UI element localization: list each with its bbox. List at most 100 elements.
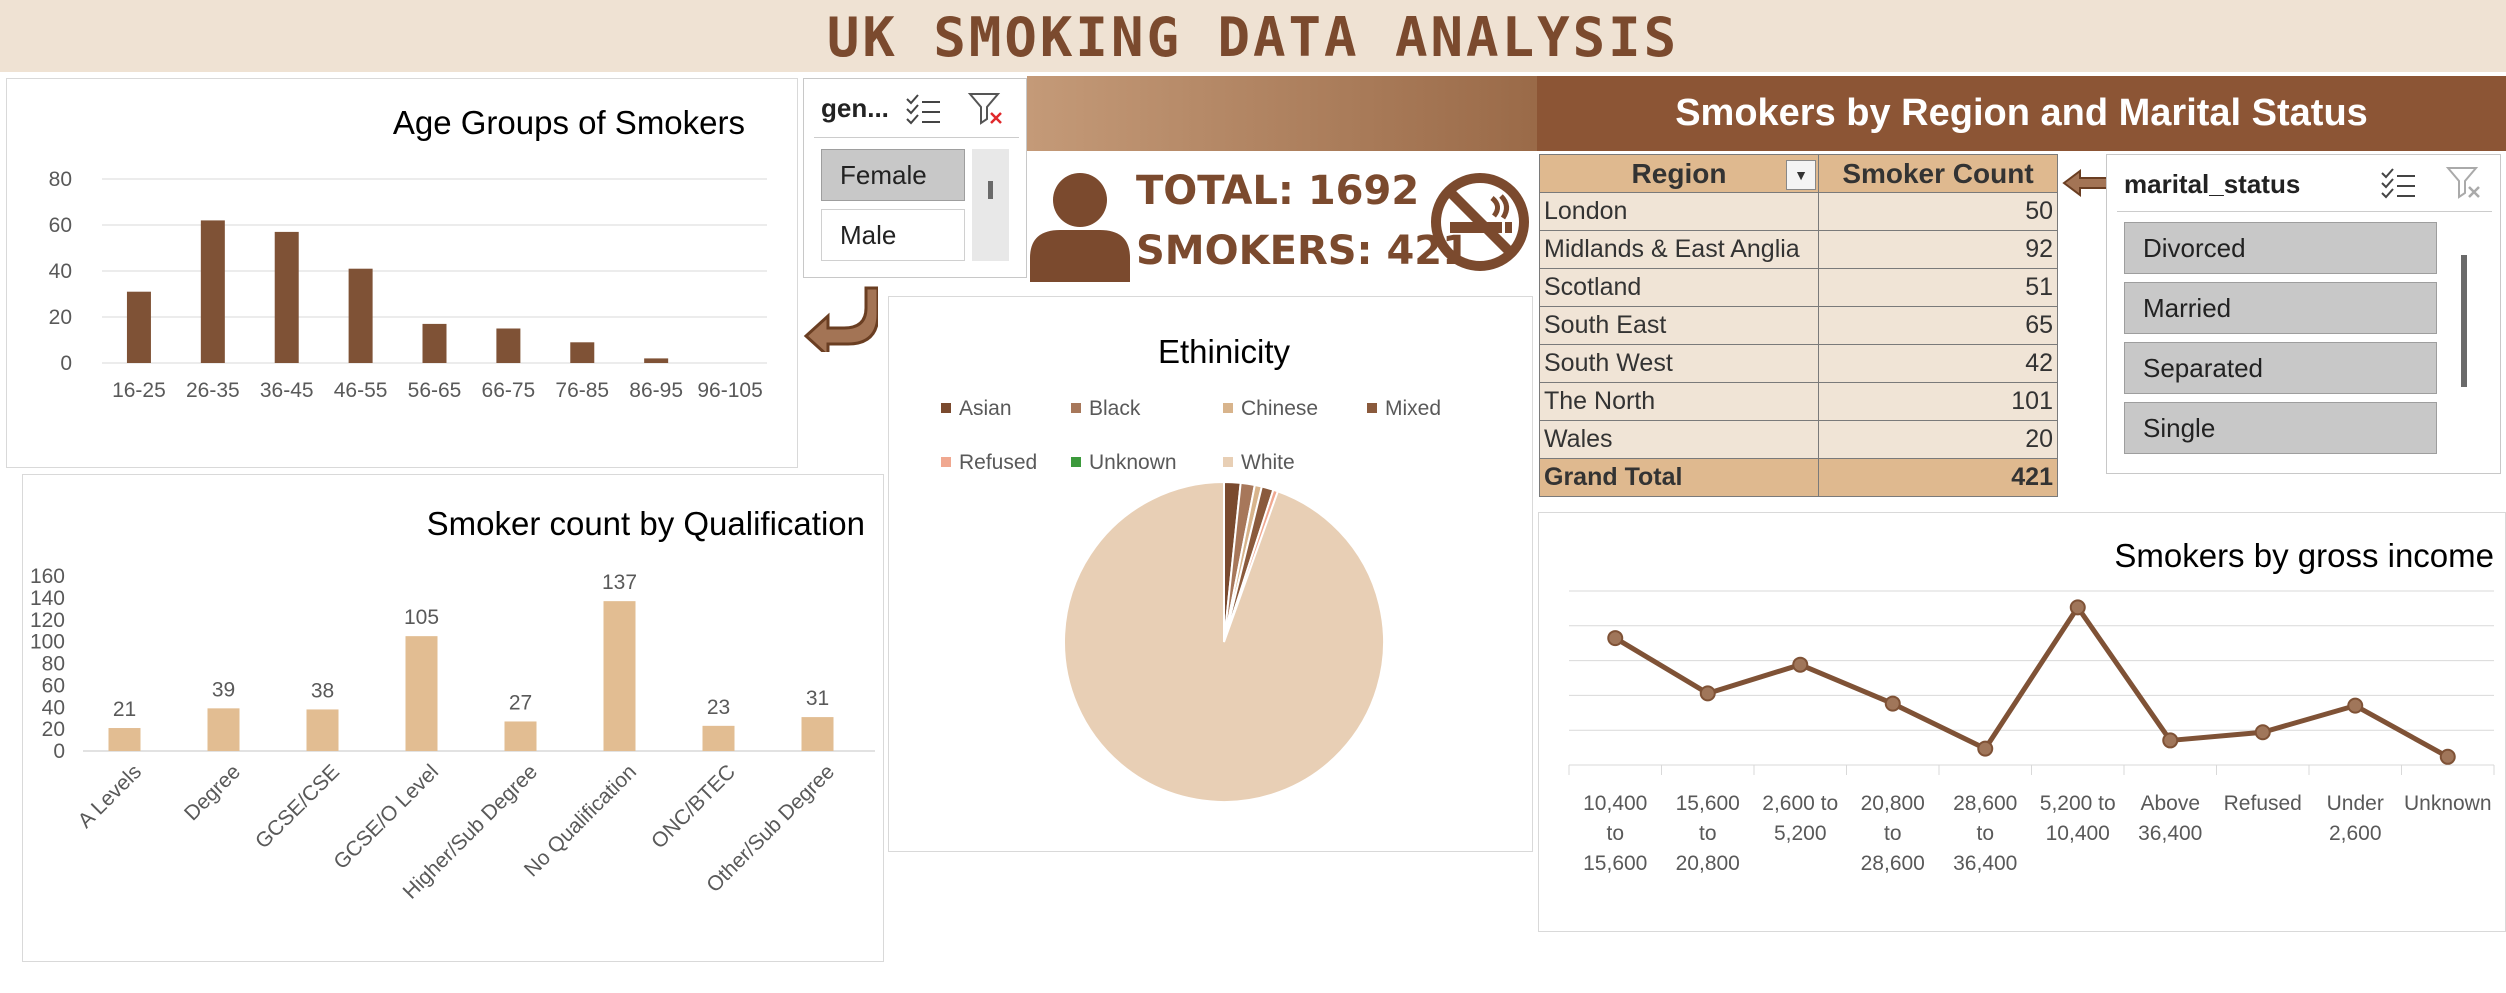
table-row[interactable]: South West 42	[1539, 344, 2058, 383]
data-point	[1977, 740, 1994, 757]
x-tick-label: 28,600 to 36,400	[1953, 792, 2017, 875]
slicer-item-separated[interactable]: Separated	[2124, 342, 2437, 394]
x-tick-label: GCSE/CSE	[251, 760, 344, 853]
clear-filter-icon[interactable]	[2445, 165, 2485, 201]
y-tick-label: 0	[53, 740, 65, 763]
data-point	[1792, 656, 1809, 673]
person-icon	[1030, 173, 1130, 282]
grand-total-label: Grand Total	[1539, 458, 1819, 497]
table-row[interactable]: Midlands & East Anglia 92	[1539, 230, 2058, 269]
count-cell: 92	[1818, 230, 2058, 269]
table-row[interactable]: Wales 20	[1539, 420, 2058, 459]
y-tick-label: 160	[30, 565, 65, 588]
data-point	[2347, 697, 2364, 714]
region-cell: Wales	[1539, 420, 1819, 459]
region-cell: The North	[1539, 382, 1819, 421]
clear-filter-icon[interactable]	[967, 91, 1007, 127]
table-row[interactable]: London 50	[1539, 192, 2058, 231]
data-label: 39	[212, 678, 235, 701]
page-title: UK SMOKING DATA ANALYSIS	[826, 6, 1680, 69]
scrollbar-thumb[interactable]	[988, 181, 993, 199]
marital-slicer-header: marital_status	[2124, 169, 2301, 199]
qualification-chart: Smoker count by Qualification 0204060801…	[30, 505, 875, 904]
x-tick-label: 86-95	[629, 379, 683, 402]
pie-slice	[1063, 480, 1385, 803]
y-tick-label: 20	[49, 306, 72, 329]
x-tick-label: 2,600 to 5,200	[1762, 792, 1838, 845]
no-smoking-icon	[1431, 173, 1529, 271]
y-tick-label: 140	[30, 587, 65, 610]
curved-arrow-icon	[803, 286, 878, 352]
slicer-item-male[interactable]: Male	[821, 209, 965, 261]
x-tick-label: GCSE/O Level	[329, 760, 443, 874]
data-point	[2069, 599, 2086, 616]
x-tick-label: 26-35	[186, 379, 240, 402]
kpi-banner	[1027, 76, 1537, 151]
bar	[274, 231, 299, 363]
legend-swatch	[1223, 457, 1233, 467]
slicer-item-divorced[interactable]: Divorced	[2124, 222, 2437, 274]
y-tick-label: 20	[42, 718, 65, 741]
table-row[interactable]: Scotland 51	[1539, 268, 2058, 307]
ethnicity-chart-panel[interactable]: Ethinicity Asian Black Chinese Mixed Refused…	[888, 296, 1533, 852]
slicer-scrollbar[interactable]	[972, 149, 1009, 261]
bar	[603, 601, 636, 751]
data-label: 31	[806, 687, 829, 710]
data-point	[1699, 685, 1716, 702]
grand-total-value: 421	[1818, 458, 2058, 497]
x-tick-label: 96-105	[697, 379, 762, 402]
region-cell: London	[1539, 192, 1819, 231]
legend-label: Asian	[959, 397, 1012, 420]
multi-select-icon[interactable]	[2379, 167, 2419, 201]
region-pivot-table[interactable]: Region ▼ Smoker Count London 50 Midlands …	[1539, 154, 2058, 497]
age-chart: Age Groups of Smokers 0 20 40 60 80 16-25 26-3…	[49, 104, 767, 402]
bar	[207, 708, 240, 751]
y-tick-label: 40	[42, 696, 65, 719]
y-tick-label: 60	[42, 674, 65, 697]
x-tick-label: 56-65	[408, 379, 462, 402]
slicer-scrollbar[interactable]	[2461, 255, 2467, 387]
x-tick-label: 76-85	[555, 379, 609, 402]
x-tick-label: 46-55	[334, 379, 388, 402]
x-tick-label: 66-75	[482, 379, 536, 402]
age-chart-panel[interactable]: Age Groups of Smokers 0 20 40 60 80 16-25 26-3…	[6, 78, 798, 468]
table-row[interactable]: South East 65	[1539, 306, 2058, 345]
column-header-count[interactable]: Smoker Count	[1818, 154, 2058, 193]
multi-select-icon[interactable]	[904, 93, 944, 127]
x-tick-label: ONC/BTEC	[647, 760, 740, 853]
y-tick-label: 80	[42, 653, 65, 676]
slicer-item-married[interactable]: Married	[2124, 282, 2437, 334]
x-tick-label: Refused	[2224, 792, 2302, 815]
marital-status-slicer[interactable]: marital_status Divorced Married Separate…	[2106, 154, 2501, 474]
y-tick-label: 60	[49, 214, 72, 237]
count-cell: 65	[1818, 306, 2058, 345]
bar	[801, 717, 834, 751]
slicer-item-female[interactable]: Female	[821, 149, 965, 201]
qualification-chart-panel[interactable]: Smoker count by Qualification 0 20 40 60 80 1…	[22, 474, 884, 962]
legend-label: Black	[1089, 397, 1141, 420]
bar	[405, 636, 438, 751]
data-label: 105	[404, 606, 439, 629]
region-cell: South West	[1539, 344, 1819, 383]
data-label: 27	[509, 691, 532, 714]
legend-label: Chinese	[1241, 397, 1318, 420]
y-tick-label: 80	[49, 168, 72, 191]
bar	[200, 220, 225, 363]
income-chart-panel[interactable]: Smokers by gross income 10,400 to 15,600 15…	[1538, 512, 2506, 932]
y-tick-label: 0	[60, 352, 72, 375]
table-row[interactable]: The North 101	[1539, 382, 2058, 421]
region-banner: Smokers by Region and Marital Status	[1537, 76, 2506, 151]
y-tick-label: 100	[30, 631, 65, 654]
column-header-region[interactable]: Region ▼	[1539, 154, 1819, 193]
legend-swatch	[1071, 403, 1081, 413]
ethnicity-chart-title: Ethinicity	[1158, 333, 1291, 370]
x-tick-label: 10,400 to 15,600	[1583, 792, 1647, 875]
dropdown-filter-icon[interactable]: ▼	[1786, 160, 1816, 190]
bar	[504, 721, 537, 751]
slicer-item-single[interactable]: Single	[2124, 402, 2437, 454]
gender-slicer[interactable]: gen... Female Male	[803, 78, 1027, 278]
data-label: 23	[707, 696, 730, 719]
qualification-chart-title: Smoker count by Qualification	[427, 505, 865, 542]
data-point	[1884, 695, 1901, 712]
grand-total-row[interactable]: Grand Total 421	[1539, 458, 2058, 497]
